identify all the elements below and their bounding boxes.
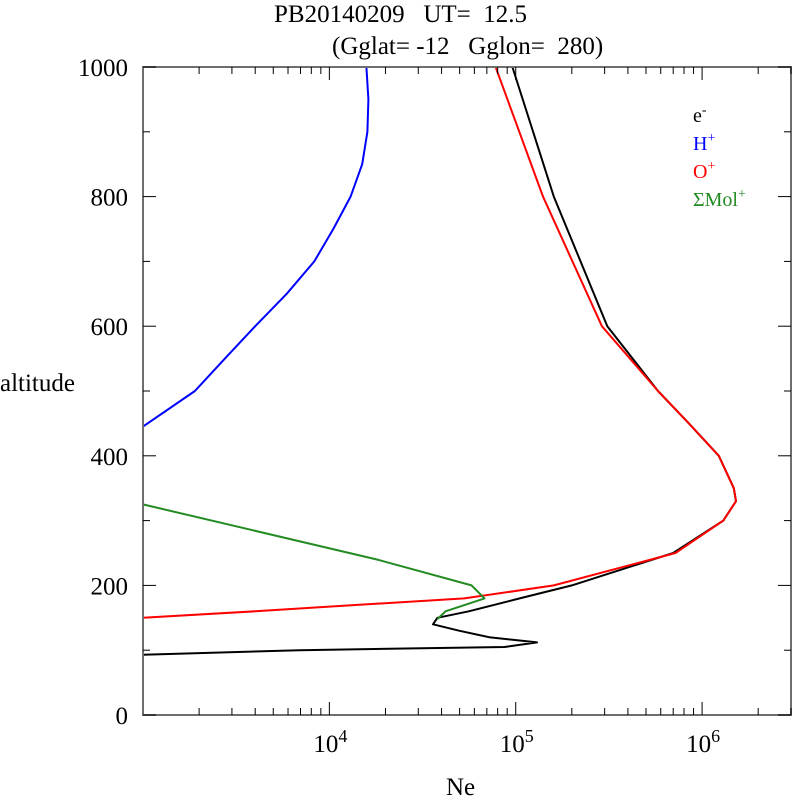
x-tick-label: 104 — [313, 726, 347, 758]
legend-entry-o-plus: O+ — [693, 159, 715, 183]
y-tick-label: 1000 — [78, 55, 128, 82]
tick-layer — [143, 66, 792, 716]
series-line-mol-plus — [142, 503, 486, 620]
x-tick-label: 105 — [500, 726, 534, 758]
y-axis-label: altitude — [0, 370, 75, 397]
x-axis-label: Ne — [446, 774, 475, 796]
x-tick-label: 106 — [686, 726, 720, 758]
y-tick-label: 800 — [91, 185, 129, 212]
chart-title: PB20140209 UT= 12.5 — [274, 1, 528, 28]
legend-entry-h-plus: H+ — [693, 131, 715, 155]
y-tick-labels: 0 200 400 600 800 1000 — [78, 55, 128, 730]
y-tick-label: 600 — [91, 314, 129, 341]
series-line-o-plus — [142, 66, 737, 619]
legend-entry-mol-plus: ΣMol+ — [693, 187, 746, 211]
series-layer — [142, 66, 737, 656]
series-line-h-plus — [142, 66, 370, 428]
y-tick-label: 200 — [91, 573, 129, 600]
x-tick-labels: 104 105 106 — [313, 726, 720, 758]
y-tick-label: 0 — [116, 703, 129, 730]
series-line-electron — [142, 66, 737, 656]
legend-entry-electron: e- — [693, 103, 707, 127]
legend: e- H+ O+ ΣMol+ — [693, 103, 746, 211]
y-tick-label: 400 — [91, 444, 129, 471]
chart-subtitle: (Gglat= -12 Gglon= 280) — [332, 33, 604, 60]
